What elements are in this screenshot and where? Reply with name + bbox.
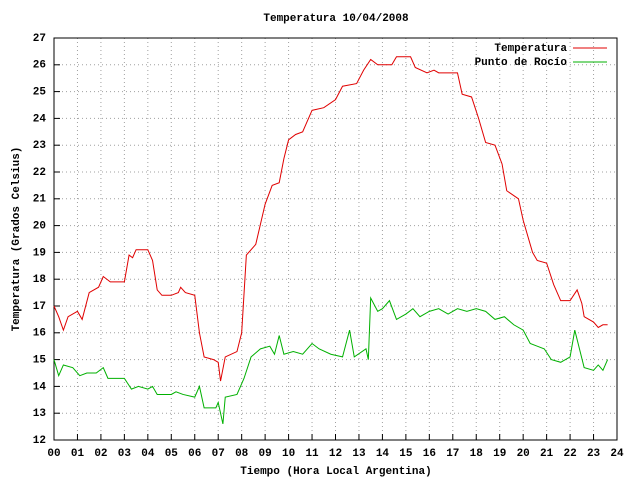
- y-tick-label: 15: [33, 355, 47, 367]
- plot-border: [53, 37, 618, 441]
- y-tick-label: 27: [33, 33, 46, 45]
- x-tick-label: 05: [165, 448, 179, 460]
- x-tick-label: 10: [282, 448, 295, 460]
- legend-label: Punto de Rocío: [475, 57, 568, 69]
- x-tick-label: 03: [118, 448, 132, 460]
- series-line: [53, 296, 609, 425]
- x-tick-label: 22: [563, 448, 576, 460]
- chart-title: Temperatura 10/04/2008: [263, 13, 409, 25]
- y-tick-label: 18: [33, 274, 47, 286]
- x-tick-label: 11: [305, 448, 319, 460]
- y-axis-label: Temperatura (Grados Celsius): [11, 147, 23, 332]
- x-tick-label: 16: [423, 448, 436, 460]
- y-tick-label: 24: [33, 113, 47, 125]
- x-tick-label: 02: [94, 448, 107, 460]
- x-tick-label: 19: [493, 448, 506, 460]
- y-tick-label: 25: [33, 87, 47, 99]
- y-tick-label: 23: [33, 140, 47, 152]
- x-tick-label: 14: [376, 448, 390, 460]
- y-tick-label: 14: [33, 381, 47, 393]
- x-tick-label: 18: [470, 448, 484, 460]
- x-tick-label: 07: [212, 448, 225, 460]
- x-tick-label: 04: [141, 448, 155, 460]
- legend-label: Temperatura: [494, 43, 567, 55]
- x-tick-label: 15: [399, 448, 413, 460]
- y-tick-label: 19: [33, 247, 46, 259]
- x-axis-label: Tiempo (Hora Local Argentina): [240, 466, 431, 478]
- series-line: [53, 56, 608, 382]
- x-tick-label: 01: [71, 448, 85, 460]
- x-tick-label: 17: [446, 448, 459, 460]
- y-tick-label: 20: [33, 221, 46, 233]
- y-tick-label: 22: [33, 167, 46, 179]
- x-tick-label: 09: [259, 448, 272, 460]
- y-tick-label: 12: [33, 435, 46, 447]
- y-tick-label: 13: [33, 408, 47, 420]
- x-tick-label: 20: [517, 448, 530, 460]
- y-tick-label: 17: [33, 301, 46, 313]
- x-tick-label: 12: [329, 448, 342, 460]
- y-tick-label: 21: [33, 194, 47, 206]
- y-tick-label: 26: [33, 60, 46, 72]
- y-tick-label: 16: [33, 328, 46, 340]
- x-tick-label: 21: [540, 448, 554, 460]
- x-tick-label: 23: [587, 448, 601, 460]
- x-tick-label: 24: [610, 448, 624, 460]
- x-tick-label: 08: [235, 448, 249, 460]
- x-tick-label: 06: [188, 448, 201, 460]
- x-tick-label: 00: [47, 448, 60, 460]
- x-tick-label: 13: [352, 448, 366, 460]
